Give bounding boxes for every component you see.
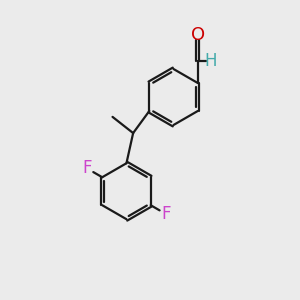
Text: F: F <box>82 159 92 177</box>
Text: F: F <box>162 205 171 223</box>
Text: O: O <box>191 26 205 44</box>
Text: H: H <box>205 52 217 70</box>
